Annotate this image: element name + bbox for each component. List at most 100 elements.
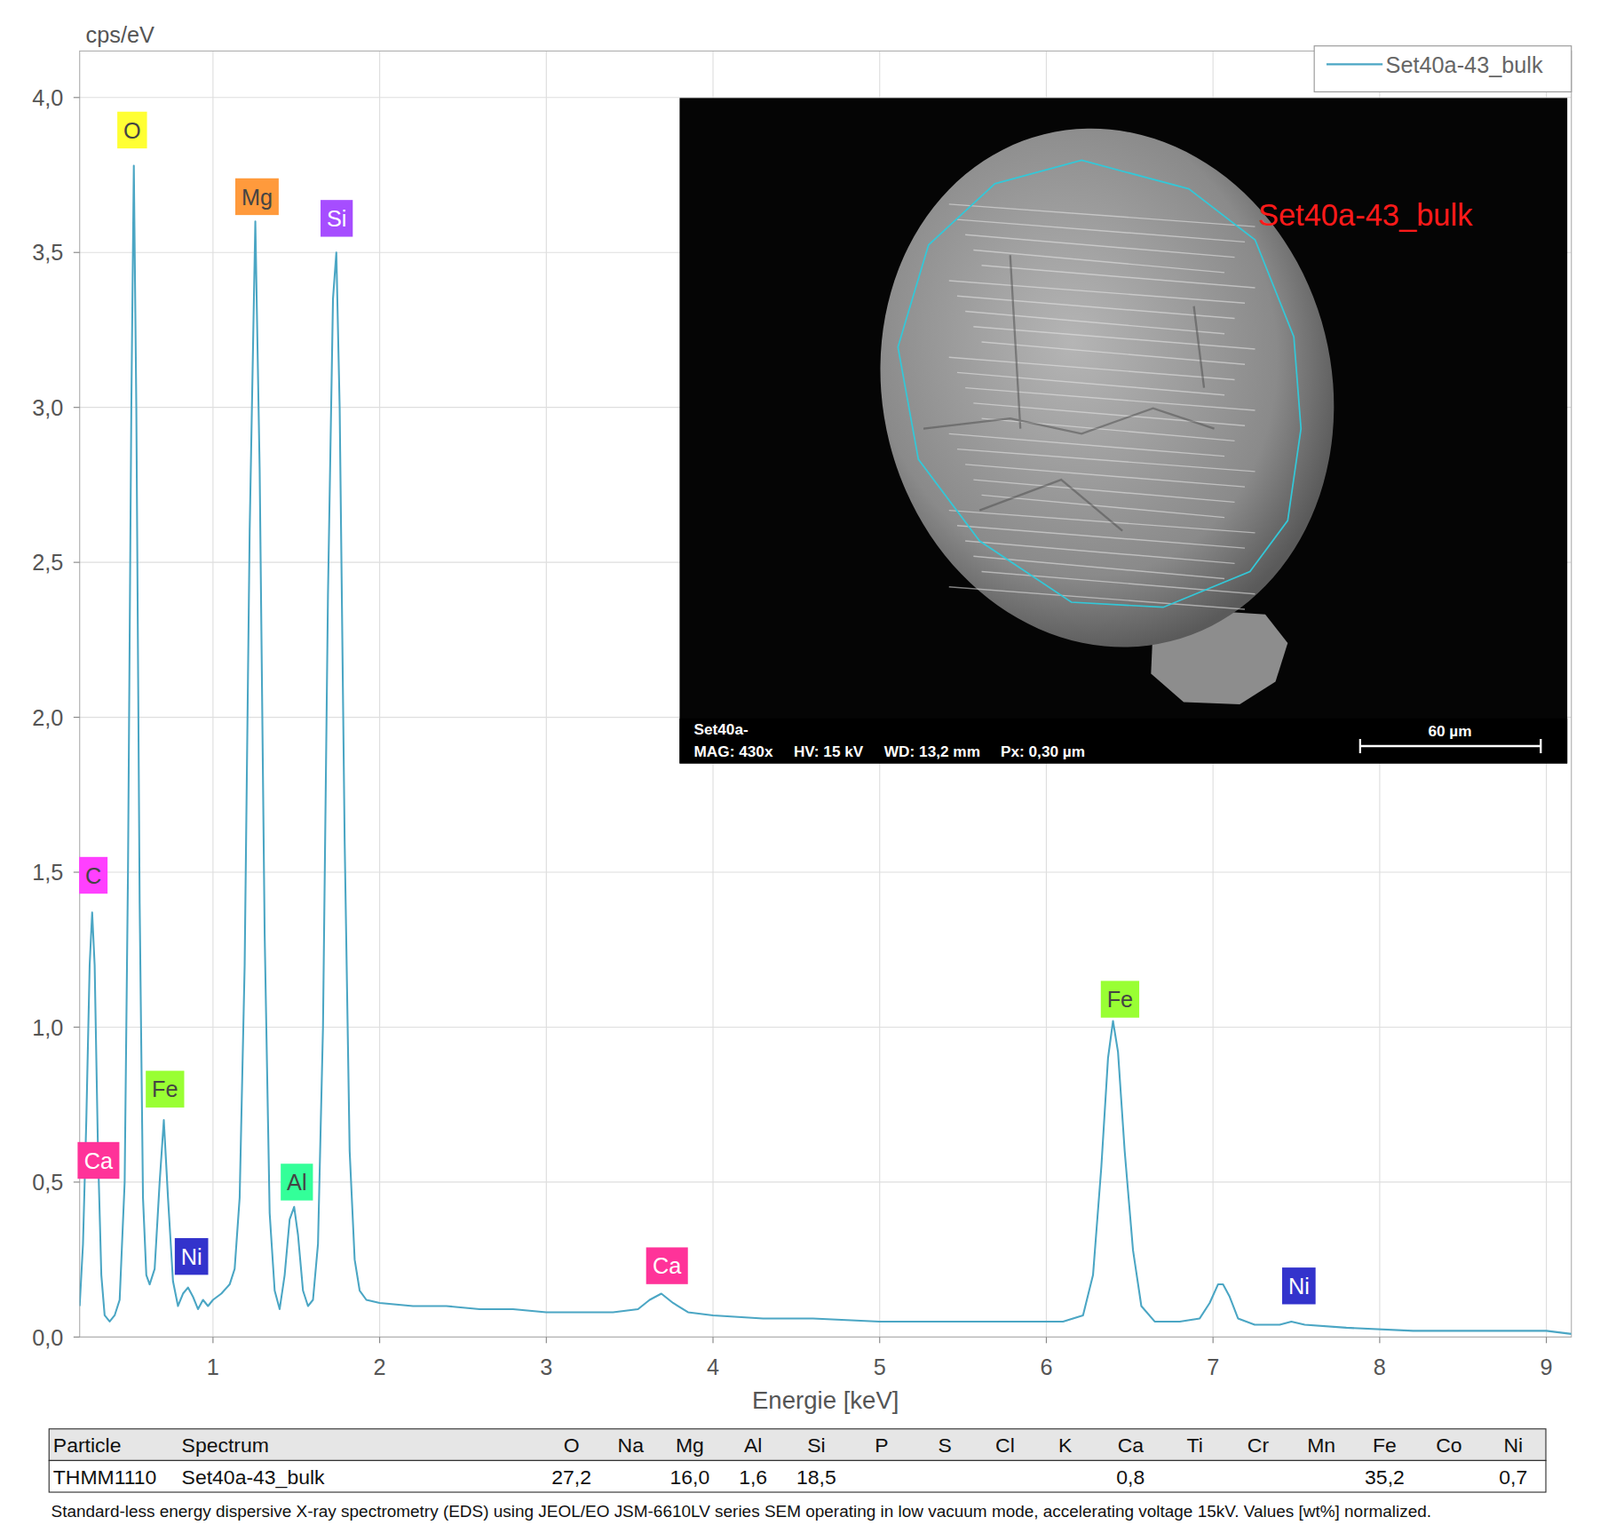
- scale-bar: [1360, 744, 1541, 747]
- table-cell: Particle: [53, 1433, 122, 1457]
- x-tick-label: 3: [539, 1354, 553, 1379]
- table-body: [48, 1459, 1546, 1492]
- y-tick-label: 4,0: [31, 85, 64, 111]
- x-tick: [712, 1336, 713, 1343]
- grid-line: [79, 96, 1572, 98]
- peak-label-box: [235, 178, 279, 215]
- peak-label: Ni: [181, 1243, 203, 1269]
- x-tick: [212, 1336, 214, 1343]
- sem-texture-line: [957, 219, 1245, 242]
- peak-label: C: [85, 863, 102, 888]
- legend-label: Set40a-43_bulk: [1386, 52, 1544, 78]
- sem-info: Px: 0,30 µm: [1000, 742, 1086, 761]
- table-cell: Al: [744, 1433, 762, 1457]
- sem-texture-line: [949, 356, 1236, 380]
- sem-texture-line: [957, 525, 1245, 548]
- x-tick-label: 8: [1373, 1354, 1387, 1379]
- table-cell: Cl: [995, 1433, 1015, 1457]
- table-cell: 0,7: [1498, 1465, 1528, 1489]
- sem-inset: Set40a-43_bulk Set40a- MAG: 430x HV: 15 kV W…: [679, 79, 1568, 763]
- sem-texture-line: [949, 586, 1245, 610]
- table-cell: Ti: [1187, 1433, 1204, 1457]
- peak-label: Fe: [1107, 986, 1134, 1012]
- sem-texture-line: [957, 449, 1256, 472]
- sem-info: MAG: 430x: [693, 742, 773, 761]
- peak-label: Mg: [241, 184, 273, 210]
- table-cell: 0,8: [1116, 1465, 1145, 1489]
- grid-line: [379, 50, 381, 1337]
- peak-label: Si: [326, 205, 347, 231]
- sem-texture-line: [957, 372, 1225, 395]
- x-tick-label: 7: [1206, 1354, 1220, 1379]
- y-tick: [73, 716, 80, 718]
- grid-line: [79, 871, 1572, 872]
- scale-bar-end: [1359, 738, 1362, 753]
- sem-texture-line: [965, 540, 1235, 563]
- y-tick: [73, 1026, 80, 1028]
- table-cell: O: [563, 1433, 580, 1457]
- table-cell: Na: [617, 1433, 645, 1457]
- table-cell: K: [1058, 1433, 1073, 1457]
- sem-texture: [923, 254, 1215, 531]
- peak-label: O: [123, 118, 142, 143]
- peak-label: Fe: [151, 1076, 179, 1101]
- table-cell: 1,6: [738, 1465, 768, 1489]
- y-tick-label: 3,0: [31, 395, 64, 420]
- sem-info: WD: 13,2 mm: [884, 742, 981, 761]
- sem-texture-line: [965, 310, 1225, 333]
- legend-box: [1314, 46, 1572, 93]
- sem-label: Set40a-43_bulk: [1258, 198, 1474, 232]
- legend: Set40a-43_bulk: [1314, 46, 1572, 93]
- sem-title: Set40a-: [693, 720, 749, 738]
- peak-label-box: [1100, 980, 1140, 1017]
- y-tick-label: 1,5: [31, 859, 64, 885]
- table-cell: 18,5: [796, 1465, 837, 1489]
- grid-line: [212, 50, 214, 1337]
- scale-bar-end: [1539, 738, 1542, 753]
- table-header-row: [48, 1428, 1546, 1461]
- x-tick: [1545, 1336, 1547, 1343]
- sem-crack: [923, 254, 1215, 531]
- x-tick: [1378, 1336, 1380, 1343]
- table-cell: 35,2: [1364, 1465, 1405, 1489]
- table-cell: P: [874, 1433, 888, 1457]
- scale-bar-label: 60 µm: [1427, 721, 1472, 740]
- x-tick-label: 9: [1540, 1354, 1553, 1379]
- sem-texture-line: [982, 265, 1256, 288]
- legend-swatch: [1326, 63, 1383, 65]
- table-cell: Ca: [1117, 1433, 1145, 1457]
- grid-line: [546, 50, 547, 1337]
- table-cell: S: [938, 1433, 952, 1457]
- table-cell: Si: [807, 1433, 825, 1457]
- grid-line: [79, 1026, 1572, 1028]
- peak-label-box: [77, 1141, 119, 1179]
- sem-texture-line: [949, 280, 1245, 303]
- peak-label-box: [280, 1163, 313, 1200]
- x-tick: [879, 1336, 880, 1343]
- sem-texture-line: [949, 433, 1225, 456]
- sem-grain: [825, 79, 1388, 696]
- y-tick-label: 0,5: [31, 1169, 64, 1195]
- sem-info: HV: 15 kV: [793, 742, 864, 761]
- sem-texture: [949, 204, 1256, 610]
- peak-label: Al: [286, 1169, 307, 1195]
- y-tick: [73, 1336, 80, 1338]
- sem-texture-line: [965, 234, 1235, 257]
- x-tick-label: 5: [873, 1354, 887, 1379]
- y-tick-label: 3,5: [31, 239, 64, 265]
- peak-label-box: [646, 1246, 689, 1284]
- sem-texture-line: [949, 204, 1256, 227]
- peak-label-box: [117, 111, 147, 149]
- y-tick: [73, 871, 80, 872]
- table-cell: Cr: [1247, 1433, 1270, 1457]
- y-tick-label: 0,0: [31, 1324, 64, 1350]
- peak-label-box: [79, 856, 108, 894]
- peak-label: Ni: [1288, 1273, 1310, 1299]
- x-tick-label: 2: [373, 1354, 387, 1379]
- sem-texture-line: [973, 555, 1225, 579]
- grid: [79, 50, 1572, 1337]
- table-cell: 16,0: [670, 1465, 711, 1489]
- peak-label-box: [174, 1237, 209, 1275]
- x-tick: [379, 1336, 381, 1343]
- plot-frame: [79, 50, 1572, 1337]
